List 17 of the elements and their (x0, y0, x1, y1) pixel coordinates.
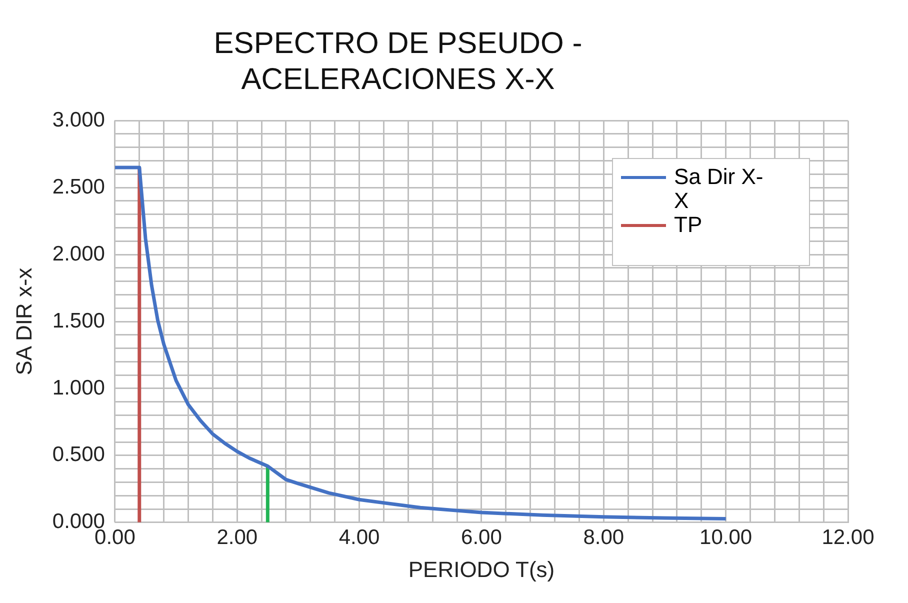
x-tick-label: 10.00 (700, 526, 752, 549)
x-tick-label: 8.00 (583, 526, 624, 549)
legend-label: Sa Dir X-X (674, 164, 764, 213)
chart-title: ESPECTRO DE PSEUDO - ACELERACIONES X-X (212, 26, 584, 98)
x-tick-label: 6.00 (461, 526, 502, 549)
x-tick-label: 2.00 (216, 526, 258, 549)
y-tick-label: 3.000 (52, 108, 105, 132)
x-tick-label: 12.00 (822, 526, 874, 549)
y-tick-label: 2.500 (52, 175, 105, 198)
y-tick-label: 2.000 (52, 242, 105, 266)
legend-label: TP (674, 212, 704, 237)
y-tick-label: 1.000 (52, 376, 105, 400)
y-tick-label: 1.500 (52, 309, 105, 332)
x-tick-label: 4.00 (338, 526, 380, 549)
y-axis-title: SA DIR x-x (11, 268, 36, 376)
x-axis-title: PERIODO T(s) (408, 556, 555, 582)
y-tick-label: 0.500 (52, 443, 105, 466)
